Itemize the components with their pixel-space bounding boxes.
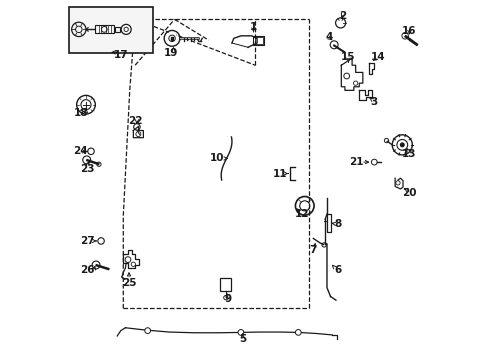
Text: 24: 24	[73, 146, 87, 156]
Text: 10: 10	[210, 153, 224, 163]
Circle shape	[144, 328, 150, 333]
Text: 22: 22	[128, 116, 142, 126]
Text: 4: 4	[325, 32, 332, 41]
Text: 1: 1	[249, 22, 257, 32]
Text: 19: 19	[163, 48, 178, 58]
Text: 21: 21	[348, 157, 363, 167]
Text: 8: 8	[334, 219, 342, 229]
Bar	[94, 26, 114, 33]
Bar	[69, 7, 153, 53]
Text: 16: 16	[402, 26, 416, 36]
Text: 9: 9	[224, 294, 231, 304]
Text: 5: 5	[239, 333, 246, 343]
Bar	[254, 37, 263, 44]
Text: 3: 3	[370, 97, 377, 107]
Text: 23: 23	[80, 163, 95, 174]
Circle shape	[238, 329, 244, 335]
Bar	[253, 36, 264, 45]
Bar	[169, 31, 175, 46]
Bar	[170, 37, 173, 40]
Text: 12: 12	[294, 209, 308, 219]
Text: 25: 25	[122, 278, 136, 288]
Bar	[115, 27, 120, 32]
Text: 13: 13	[402, 149, 416, 159]
Text: 11: 11	[273, 168, 287, 179]
Text: 27: 27	[80, 236, 95, 246]
Bar	[326, 214, 330, 232]
Text: 20: 20	[402, 188, 416, 198]
Circle shape	[400, 143, 403, 147]
Text: 7: 7	[308, 245, 316, 255]
Bar	[220, 278, 231, 291]
Text: 15: 15	[341, 52, 355, 62]
Text: 18: 18	[74, 108, 88, 118]
Circle shape	[295, 329, 301, 335]
Text: 17: 17	[113, 50, 128, 60]
Text: 26: 26	[80, 265, 95, 275]
Text: 14: 14	[370, 52, 385, 62]
Text: 6: 6	[334, 265, 342, 275]
Text: 2: 2	[339, 11, 346, 21]
